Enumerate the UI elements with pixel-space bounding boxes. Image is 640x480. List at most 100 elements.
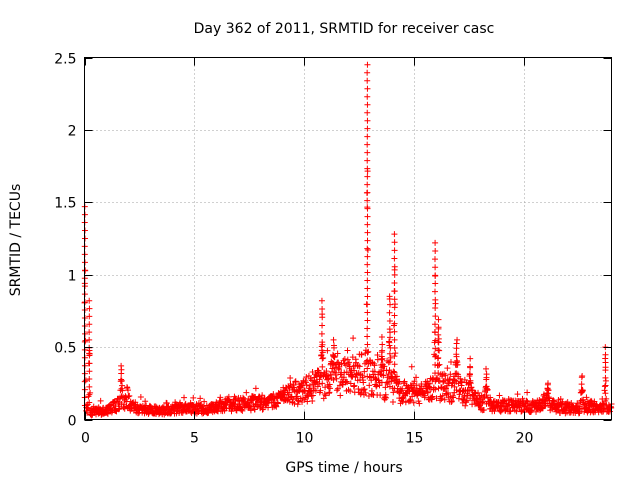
data-point (576, 409, 583, 416)
data-point (432, 272, 439, 279)
data-point (118, 393, 125, 400)
data-point (118, 378, 125, 385)
data-point (578, 381, 585, 388)
data-point (228, 408, 235, 415)
data-point (355, 386, 362, 393)
data-point (364, 101, 371, 108)
data-point (239, 407, 246, 414)
data-point (391, 247, 398, 254)
data-point (368, 377, 375, 384)
data-point (364, 357, 371, 364)
data-point (467, 395, 474, 402)
data-point (432, 264, 439, 271)
data-point (399, 385, 406, 392)
data-point (364, 285, 371, 292)
data-point (225, 393, 232, 400)
data-point (118, 400, 125, 407)
x-tick-label: 15 (406, 431, 424, 447)
data-point (86, 376, 93, 383)
data-point (111, 399, 118, 406)
data-point (391, 263, 398, 270)
data-point (118, 362, 125, 369)
data-point (274, 400, 281, 407)
x-tick-label: 5 (190, 431, 199, 447)
data-point (305, 372, 312, 379)
data-point (386, 342, 393, 349)
data-point (364, 333, 371, 340)
data-point (86, 399, 93, 406)
data-point (364, 245, 371, 252)
data-point (483, 383, 490, 390)
data-point (319, 339, 326, 346)
data-point (408, 384, 415, 391)
data-point (364, 229, 371, 236)
data-point (385, 371, 392, 378)
data-point (453, 353, 460, 360)
data-point (379, 341, 386, 348)
data-point (364, 189, 371, 196)
data-point (435, 370, 442, 377)
data-point (442, 372, 449, 379)
data-point (324, 347, 331, 354)
data-point (330, 352, 337, 359)
data-point (364, 165, 371, 172)
data-point (435, 377, 442, 384)
data-point (402, 399, 409, 406)
data-point (523, 397, 530, 404)
data-point (438, 395, 445, 402)
data-point (86, 297, 93, 304)
data-point (524, 389, 531, 396)
data-point (601, 383, 608, 390)
data-point (432, 280, 439, 287)
data-point (381, 363, 388, 370)
data-point (309, 398, 316, 405)
data-point (453, 361, 460, 368)
data-point (424, 389, 431, 396)
data-point (331, 353, 338, 360)
data-point (361, 386, 368, 393)
x-axis-label: GPS time / hours (285, 460, 402, 476)
data-point (217, 398, 224, 405)
data-point (118, 370, 125, 377)
data-point (97, 397, 104, 404)
data-point (364, 365, 371, 372)
data-point (361, 368, 368, 375)
data-point (82, 337, 89, 344)
data-point (447, 371, 454, 378)
chart-title: Day 362 of 2011, SRMTID for receiver cas… (194, 21, 495, 37)
data-point (86, 368, 93, 375)
data-point (421, 392, 428, 399)
data-point (104, 410, 111, 417)
data-point (273, 403, 280, 410)
data-point (453, 378, 460, 385)
data-point (386, 367, 393, 374)
data-point (364, 269, 371, 276)
data-point (391, 312, 398, 319)
data-point (435, 331, 442, 338)
data-point (387, 354, 394, 361)
data-point (431, 321, 438, 328)
data-point (386, 326, 393, 333)
data-point (386, 309, 393, 316)
data-point (86, 383, 93, 390)
data-point (431, 256, 438, 263)
data-point (451, 377, 458, 384)
x-axis: 0 5 10 15 20 (81, 57, 533, 447)
data-point (484, 386, 491, 393)
data-point (364, 309, 371, 316)
data-point (602, 397, 609, 404)
data-point (330, 336, 337, 343)
data-point (459, 388, 466, 395)
data-point (86, 329, 93, 336)
data-point (378, 356, 385, 363)
data-point (347, 380, 354, 387)
data-point (432, 386, 439, 393)
data-point (385, 378, 392, 385)
y-tick-label: 2.5 (54, 52, 76, 68)
data-point (364, 325, 371, 332)
data-point (243, 389, 250, 396)
data-point (558, 401, 565, 408)
data-point (366, 382, 373, 389)
data-point (411, 378, 418, 385)
